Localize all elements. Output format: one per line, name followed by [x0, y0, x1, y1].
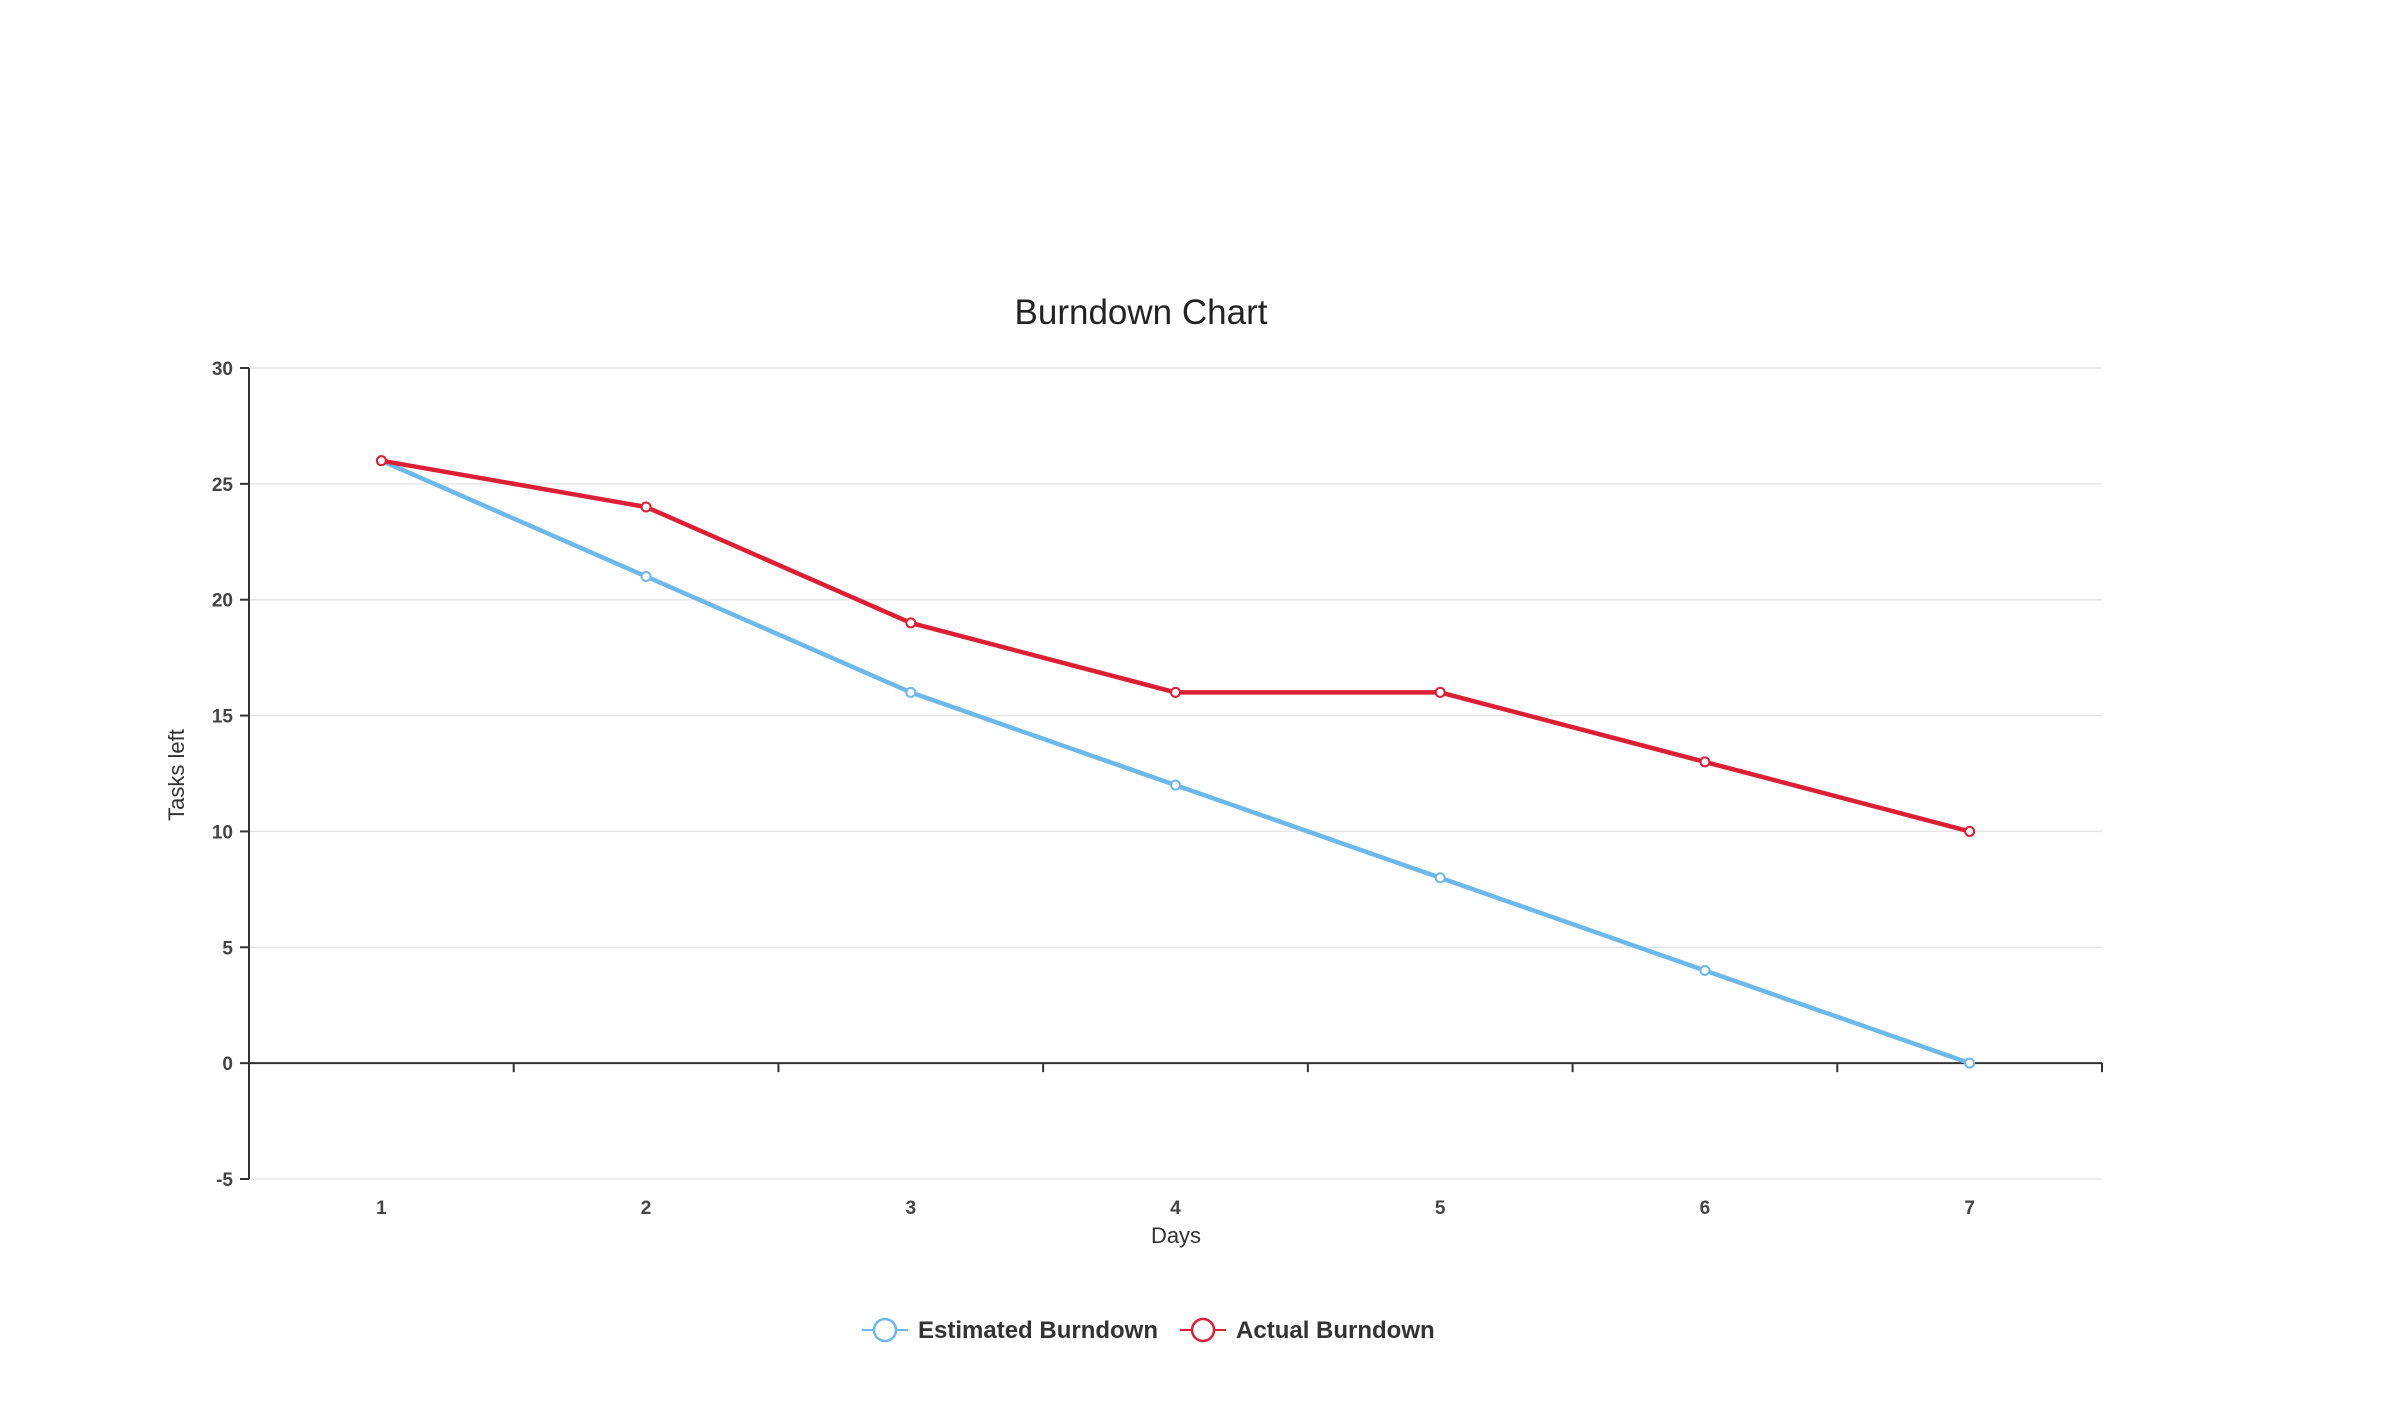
chart-title: Burndown Chart: [1015, 293, 1268, 332]
data-point: [905, 617, 917, 629]
legend: Estimated Burndown Actual Burndown: [862, 1317, 1435, 1344]
data-point: [1170, 779, 1181, 791]
x-tick-label: 2: [641, 1198, 652, 1219]
x-tick-label: 3: [905, 1198, 916, 1219]
data-point: [1434, 872, 1446, 884]
x-tick-label: 5: [1435, 1198, 1446, 1219]
data-point: [905, 686, 917, 698]
data-point: [1699, 756, 1711, 768]
y-tick-label: 5: [222, 938, 233, 959]
gridlines: [249, 367, 2102, 1180]
y-tick-label: 0: [222, 1054, 233, 1075]
x-tick-label: 7: [1964, 1198, 1975, 1219]
x-axis-ticks: 1 2 3 4 5 6 7: [248, 1063, 2103, 1219]
y-axis-title: Tasks left: [164, 729, 189, 821]
x-tick-label: 1: [376, 1198, 387, 1219]
series-line: [379, 458, 1972, 1066]
legend-item: Actual Burndown: [1180, 1317, 1435, 1344]
series-1: [375, 455, 1976, 837]
series: [375, 455, 1976, 1069]
data-point: [1964, 1057, 1976, 1069]
data-point: [1699, 964, 1711, 976]
y-tick-label: 15: [212, 707, 234, 728]
x-tick-label: 6: [1700, 1198, 1711, 1219]
data-point: [640, 501, 652, 513]
y-tick-label: 10: [212, 822, 233, 843]
series-line: [379, 458, 1972, 834]
x-tick-label: 4: [1170, 1198, 1181, 1219]
legend-item: Estimated Burndown: [862, 1317, 1158, 1344]
data-point: [375, 455, 387, 467]
legend-label: Actual Burndown: [1236, 1317, 1435, 1344]
data-point: [1170, 686, 1181, 698]
axes: [248, 368, 2102, 1179]
legend-marker: [1190, 1317, 1216, 1343]
y-axis-ticks: -5 0 5 10 15 20 25 30: [212, 359, 249, 1191]
data-point: [640, 571, 652, 583]
y-tick-label: -5: [216, 1170, 233, 1191]
x-axis-title: Days: [1151, 1223, 1201, 1248]
legend-label: Estimated Burndown: [918, 1317, 1158, 1344]
series-0: [375, 455, 1976, 1069]
y-tick-label: 30: [212, 359, 233, 380]
y-tick-label: 20: [212, 591, 233, 612]
y-tick-label: 25: [212, 475, 234, 496]
data-point: [1434, 686, 1446, 698]
data-point: [1964, 825, 1976, 837]
legend-marker: [872, 1317, 898, 1343]
